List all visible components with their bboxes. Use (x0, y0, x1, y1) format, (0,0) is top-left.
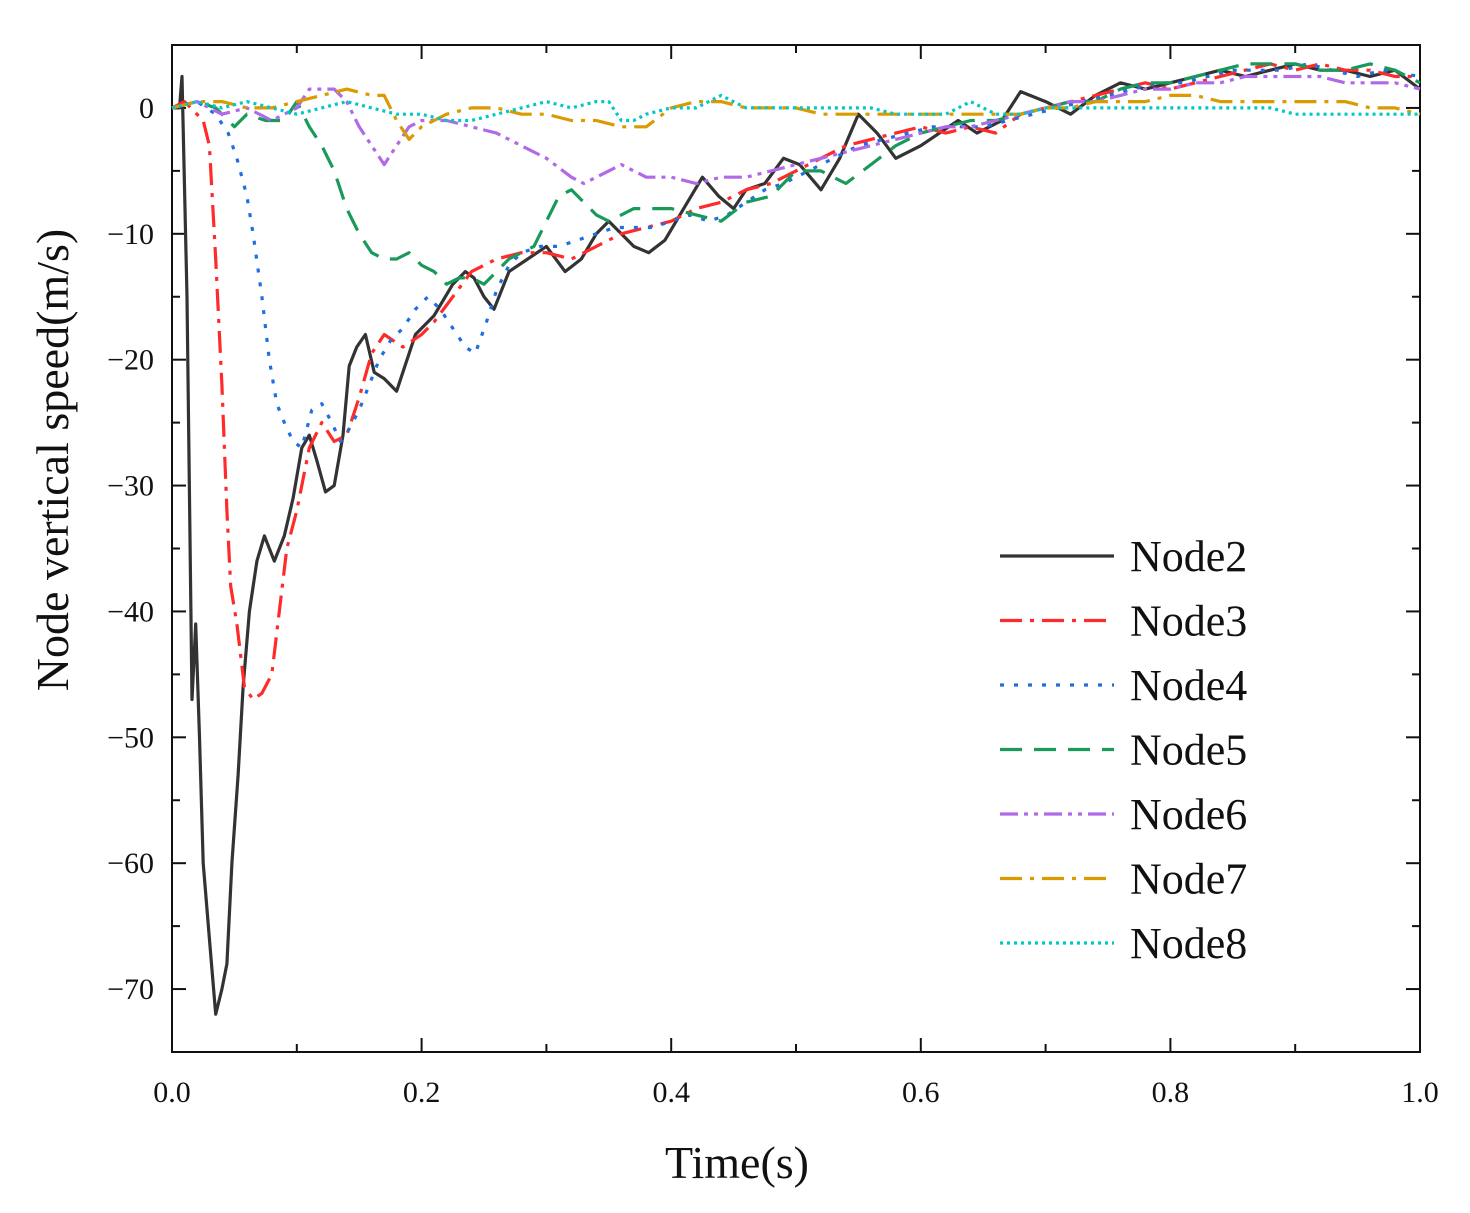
y-tick-label: −30 (107, 470, 154, 503)
series-line-node4 (171, 62, 1421, 450)
x-tick-label: 1.0 (1401, 1076, 1439, 1109)
series-line-node6 (171, 74, 1421, 186)
x-tick-label: 0.8 (1152, 1076, 1190, 1109)
y-tick-label: 0 (139, 92, 154, 125)
legend-label-node5: Node5 (1130, 726, 1247, 775)
legend-label-node4: Node4 (1130, 661, 1247, 710)
legend-label-node6: Node6 (1130, 790, 1247, 839)
y-tick-label: −70 (107, 973, 154, 1006)
y-tick-label: −60 (107, 847, 154, 880)
x-tick-label: 0.2 (403, 1076, 441, 1109)
y-axis-title: Node vertical speed(m/s) (27, 229, 78, 691)
legend-label-node3: Node3 (1130, 597, 1247, 646)
series-line-node3 (171, 62, 1420, 702)
series-line-node7 (171, 87, 1421, 141)
legend-label-node8: Node8 (1130, 919, 1247, 968)
x-tick-label: 0.4 (652, 1076, 690, 1109)
x-tick-label: 0.6 (902, 1076, 940, 1109)
y-tick-label: −40 (107, 595, 154, 628)
y-tick-label: −20 (107, 344, 154, 377)
series-line-node5 (171, 62, 1421, 286)
legend-label-node2: Node2 (1130, 532, 1247, 581)
x-axis-title: Time(s) (665, 1137, 809, 1188)
legend-label-node7: Node7 (1130, 855, 1247, 904)
y-tick-label: −50 (107, 721, 154, 754)
y-tick-label: −10 (107, 218, 154, 251)
x-tick-label: 0.0 (153, 1076, 191, 1109)
